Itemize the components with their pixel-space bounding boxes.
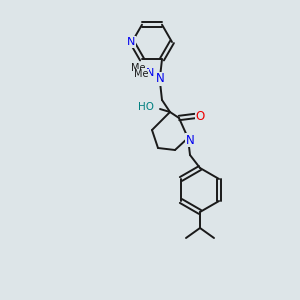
Text: N: N (186, 134, 194, 146)
Text: O: O (195, 110, 205, 122)
Text: Me: Me (131, 63, 145, 73)
Text: N: N (127, 37, 135, 47)
Text: N: N (146, 68, 154, 78)
Text: N: N (156, 73, 164, 85)
Text: HO: HO (138, 102, 154, 112)
Text: Me: Me (134, 69, 148, 79)
